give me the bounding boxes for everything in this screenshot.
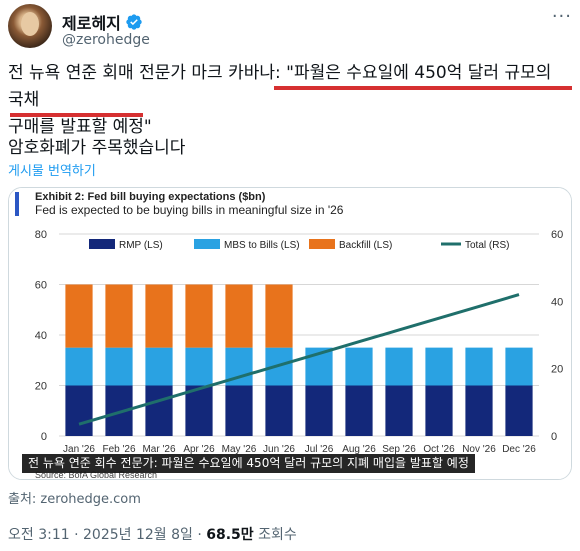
bar-segment [265,284,293,348]
bar-segment [65,284,93,348]
ellipsis-icon[interactable]: ··· [551,6,572,27]
right-tick-label: 40 [551,296,563,308]
legend-label: RMP (LS) [119,240,163,251]
avatar[interactable] [8,4,52,48]
bar-segment [305,385,333,436]
left-tick-label: 40 [35,330,47,342]
bar-segment [345,347,373,386]
bar-segment [105,284,133,348]
bar-segment [345,385,373,436]
bar-segment [385,347,413,386]
media-caption: 전 뉴욕 연준 회수 전문가: 파월은 수요일에 450억 달러 규모의 지폐 … [22,454,475,473]
tweet-header: 제로헤지 @zerohedge ··· [8,4,572,52]
bar-segment [145,385,173,436]
right-tick-label: 20 [551,364,563,376]
tweet-meta: 오전 3:11 · 2025년 12월 8일 · 68.5만 조회수 [8,524,297,544]
bar-segment [465,347,493,386]
legend-label: Total (RS) [465,240,509,251]
bar-segment [105,347,133,386]
display-name[interactable]: 제로헤지 [62,14,121,33]
left-tick-label: 60 [35,280,47,292]
x-tick-label: May '26 [222,444,257,455]
x-tick-label: Jan '26 [63,444,95,455]
bar-segment [465,385,493,436]
x-tick-label: Feb '26 [102,444,135,455]
view-count: 68.5만 [206,527,254,543]
chart-source: Source: BofA Global Research [35,470,157,480]
bar-segment [65,347,93,386]
view-suffix: 조회수 [253,527,297,543]
bar-segment [425,385,453,436]
highlight-underline [10,113,143,117]
x-tick-label: Jul '26 [305,444,334,455]
handle[interactable]: @zerohedge [62,32,150,48]
x-tick-label: Dec '26 [502,444,536,455]
translate-link[interactable]: 게시물 번역하기 [8,164,96,179]
tweet-time[interactable]: 오전 3:11 · 2025년 12월 8일 · [8,527,207,543]
left-tick-label: 80 [35,229,47,241]
tweet-line2: 암호화폐가 주목했습니다 [8,138,186,158]
x-tick-label: Nov '26 [462,444,496,455]
chart: Exhibit 2: Fed bill buying expectations … [9,188,571,480]
bar-segment [385,385,413,436]
verified-badge-icon [126,14,142,30]
right-tick-label: 60 [551,229,563,241]
highlight-underline [274,86,572,90]
chart-subtitle: Fed is expected to be buying bills in me… [35,203,344,217]
tweet-text-prefix: 전 뉴욕 연준 회매 전문가 마크 카바나: [8,63,287,83]
left-tick-label: 20 [35,381,47,393]
left-tick-label: 0 [41,431,47,443]
tweet-quote-line1: "파월은 수요일에 450억 달러 규모의 국채 [8,63,552,110]
tweet-quote-line2: 구매를 발표할 예정" [8,117,152,137]
bar-segment [265,385,293,436]
bar-segment [185,385,213,436]
x-tick-label: Jun '26 [263,444,295,455]
x-tick-label: Aug '26 [342,444,376,455]
bar-segment [65,385,93,436]
x-tick-label: Mar '26 [142,444,175,455]
legend-swatch [194,239,220,249]
bar-segment [505,347,533,386]
bar-segment [225,385,253,436]
bar-segment [145,284,173,348]
chart-title: Exhibit 2: Fed bill buying expectations … [35,191,266,203]
x-tick-label: Oct '26 [423,444,455,455]
legend-label: Backfill (LS) [339,240,392,251]
tweet-media[interactable]: Exhibit 2: Fed bill buying expectations … [8,187,572,480]
x-tick-label: Sep '26 [382,444,416,455]
legend-swatch [309,239,335,249]
bar-segment [505,385,533,436]
legend-swatch [89,239,115,249]
total-line [78,293,520,426]
tweet-text: 전 뉴욕 연준 회매 전문가 마크 카바나: "파월은 수요일에 450억 달러… [8,60,572,141]
x-tick-label: Apr '26 [183,444,215,455]
name-row: 제로헤지 [62,10,143,34]
legend-label: MBS to Bills (LS) [224,240,300,251]
bar-segment [185,284,213,348]
bar-segment [185,347,213,386]
bar-segment [225,284,253,348]
bar-segment [425,347,453,386]
right-tick-label: 0 [551,431,557,443]
source-line[interactable]: 출처: zerohedge.com [8,492,141,507]
bar-segment [145,347,173,386]
